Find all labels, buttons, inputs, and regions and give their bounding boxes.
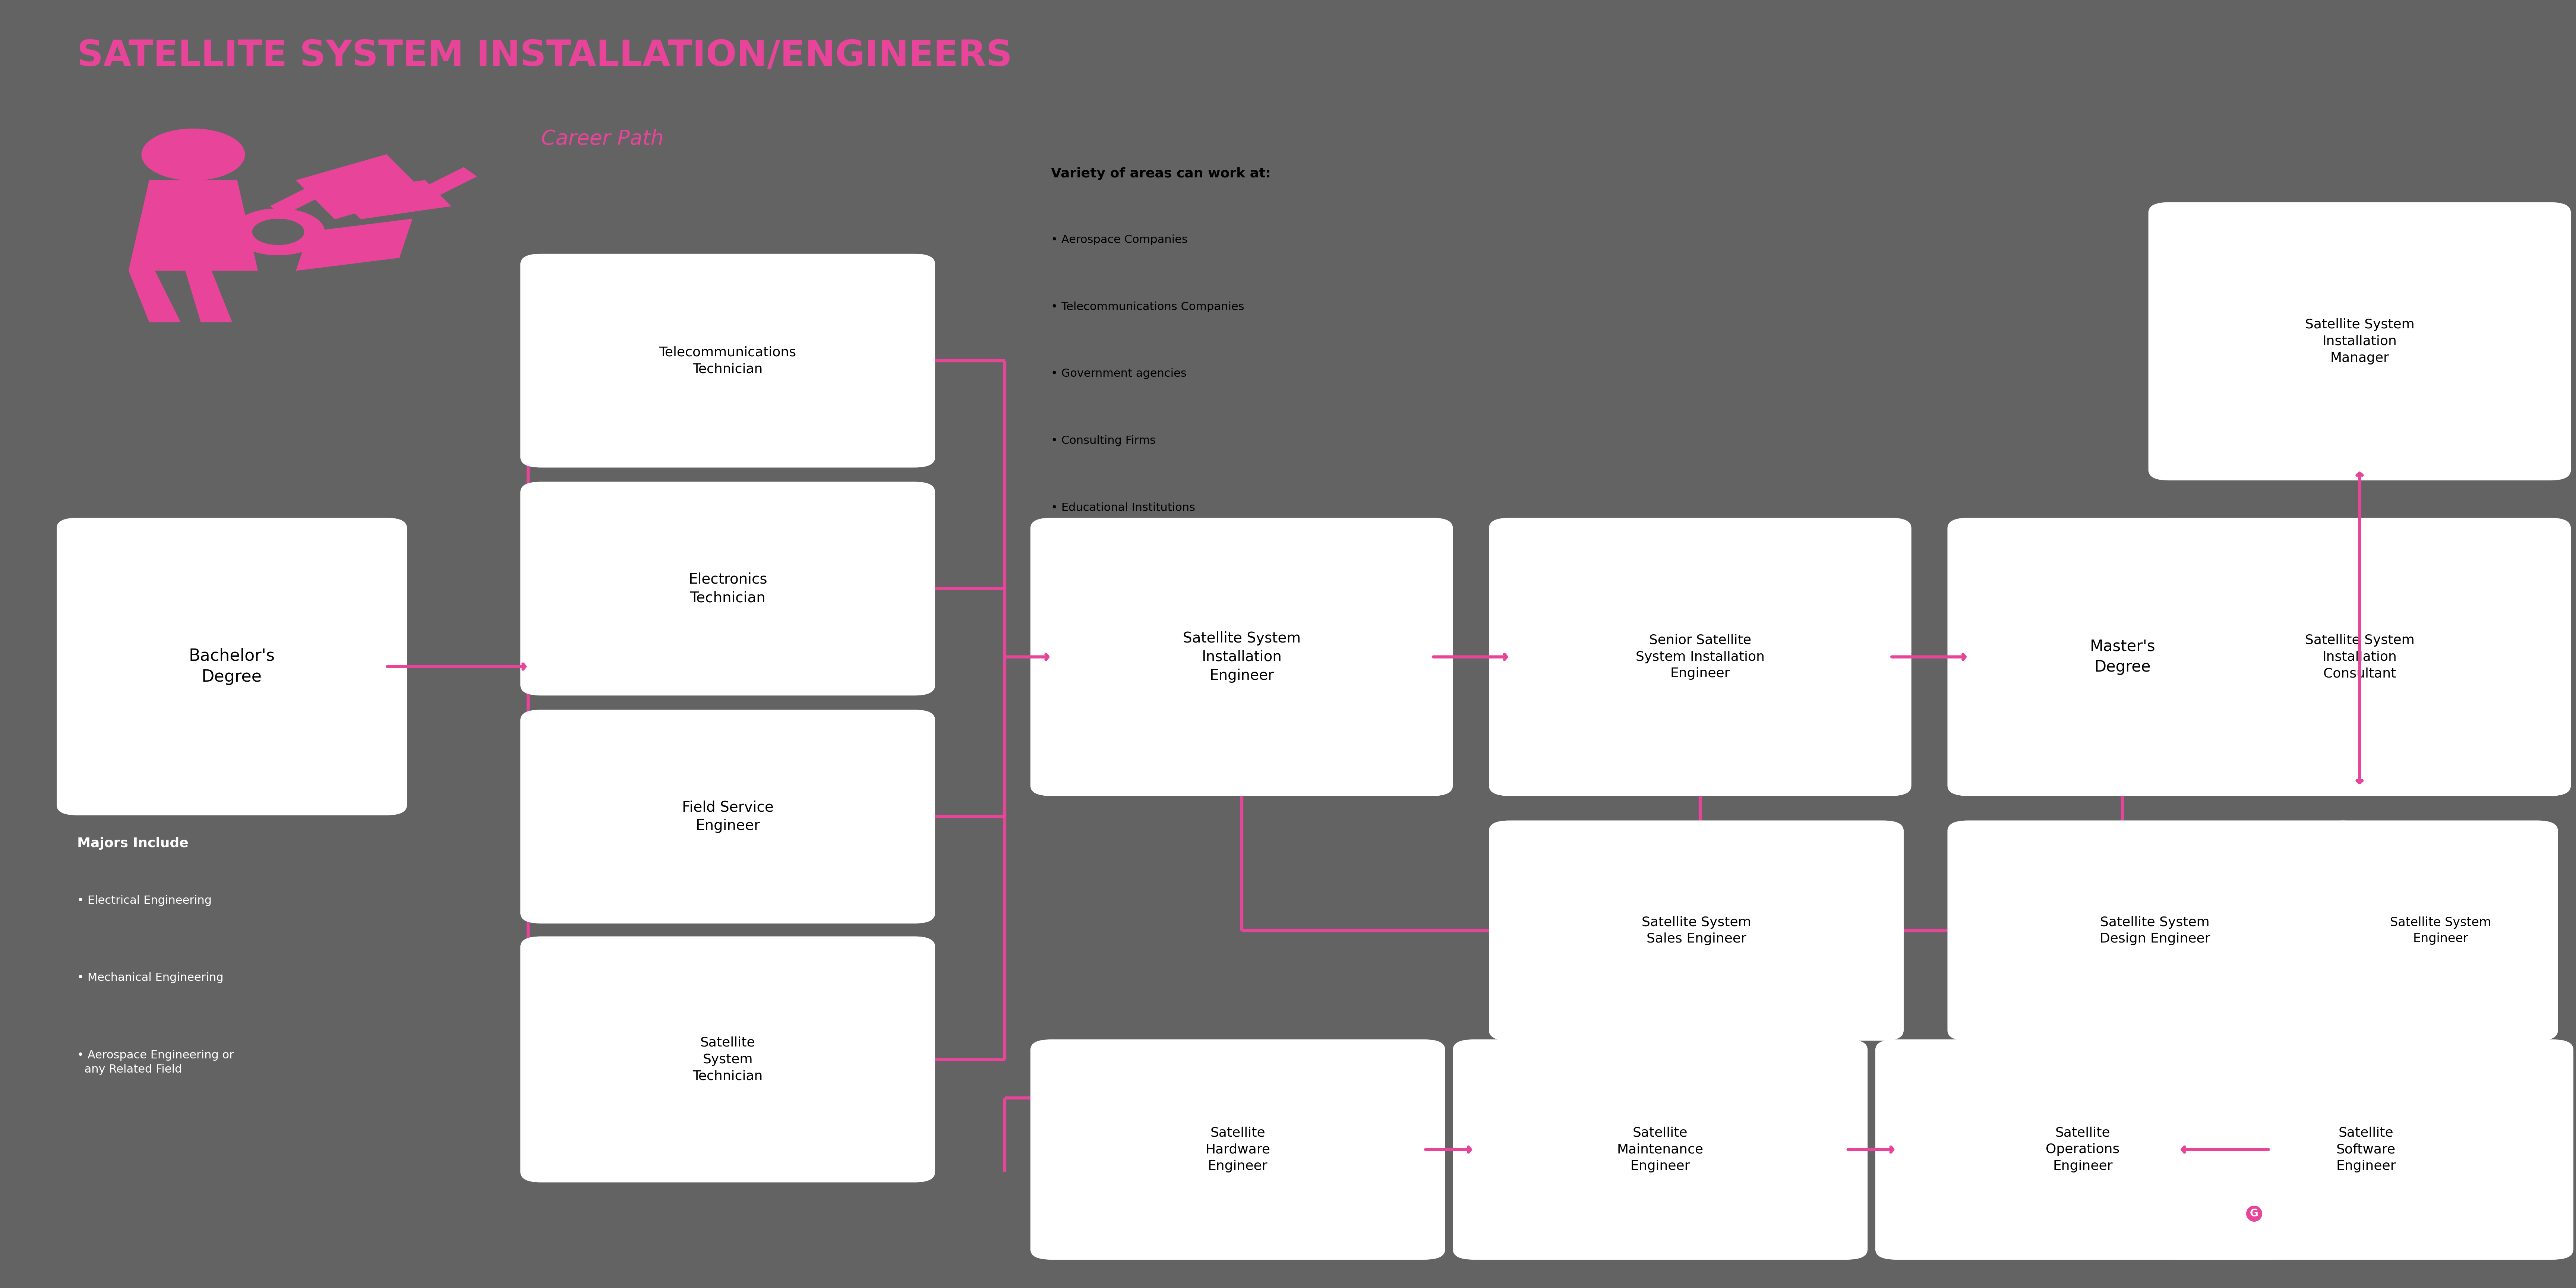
Text: Telecommunications
Technician: Telecommunications Technician <box>659 346 796 375</box>
Text: Satellite System
Installation
Engineer: Satellite System Installation Engineer <box>1182 631 1301 683</box>
Text: Bachelor's
Degree: Bachelor's Degree <box>188 648 276 685</box>
FancyBboxPatch shape <box>520 254 935 468</box>
Polygon shape <box>185 270 232 322</box>
Text: • Consulting Firms: • Consulting Firms <box>1051 435 1157 446</box>
FancyBboxPatch shape <box>2159 1039 2573 1260</box>
FancyBboxPatch shape <box>1947 518 2298 796</box>
Polygon shape <box>129 270 180 322</box>
Text: Career Path: Career Path <box>541 129 665 148</box>
Text: Satellite System
Sales Engineer: Satellite System Sales Engineer <box>1641 916 1752 945</box>
FancyBboxPatch shape <box>520 482 935 696</box>
Text: • Educational Institutions: • Educational Institutions <box>1051 502 1195 513</box>
Text: • Telecommunications Companies: • Telecommunications Companies <box>1051 301 1244 312</box>
FancyBboxPatch shape <box>57 518 407 815</box>
Text: SATELLITE SYSTEM INSTALLATION/ENGINEERS: SATELLITE SYSTEM INSTALLATION/ENGINEERS <box>77 39 1012 73</box>
FancyBboxPatch shape <box>2148 202 2571 480</box>
Circle shape <box>252 219 304 245</box>
Text: GLADEO: GLADEO <box>2303 1207 2473 1243</box>
Text: Satellite System
Installation
Manager: Satellite System Installation Manager <box>2306 318 2414 365</box>
Text: Majors Include: Majors Include <box>77 837 188 850</box>
FancyBboxPatch shape <box>1489 518 1911 796</box>
Polygon shape <box>335 180 451 219</box>
Text: Satellite
Hardware
Engineer: Satellite Hardware Engineer <box>1206 1127 1270 1172</box>
Text: Satellite
System
Technician: Satellite System Technician <box>693 1037 762 1082</box>
Polygon shape <box>425 167 477 196</box>
FancyBboxPatch shape <box>1489 820 1904 1041</box>
Polygon shape <box>296 155 425 219</box>
FancyBboxPatch shape <box>1875 1039 2290 1260</box>
FancyBboxPatch shape <box>1030 1039 1445 1260</box>
Text: Satellite System
Installation
Consultant: Satellite System Installation Consultant <box>2306 634 2414 680</box>
Text: • Mechanical Engineering: • Mechanical Engineering <box>77 972 224 983</box>
FancyBboxPatch shape <box>2324 820 2558 1041</box>
Text: Variety of areas can work at:: Variety of areas can work at: <box>1051 167 1270 180</box>
Polygon shape <box>270 187 322 215</box>
FancyBboxPatch shape <box>520 936 935 1182</box>
Text: Satellite
Operations
Engineer: Satellite Operations Engineer <box>2045 1127 2120 1172</box>
Text: • Government agencies: • Government agencies <box>1051 368 1188 379</box>
Text: • Aerospace Engineering or
  any Related Field: • Aerospace Engineering or any Related F… <box>77 1050 234 1074</box>
Polygon shape <box>296 219 412 270</box>
Circle shape <box>142 129 245 180</box>
Text: Senior Satellite
System Installation
Engineer: Senior Satellite System Installation Eng… <box>1636 634 1765 680</box>
FancyBboxPatch shape <box>520 710 935 923</box>
Text: Field Service
Engineer: Field Service Engineer <box>683 800 773 833</box>
Circle shape <box>232 209 325 255</box>
Text: Electronics
Technician: Electronics Technician <box>688 572 768 605</box>
Text: Satellite System
Design Engineer: Satellite System Design Engineer <box>2099 916 2210 945</box>
FancyBboxPatch shape <box>1030 518 1453 796</box>
FancyBboxPatch shape <box>64 97 528 393</box>
FancyBboxPatch shape <box>1453 1039 1868 1260</box>
Text: Satellite System
Engineer: Satellite System Engineer <box>2391 916 2491 945</box>
Text: Master's
Degree: Master's Degree <box>2089 639 2156 675</box>
FancyBboxPatch shape <box>1947 820 2362 1041</box>
Text: G: G <box>2249 1208 2259 1218</box>
Text: • Aerospace Companies: • Aerospace Companies <box>1051 234 1188 245</box>
Polygon shape <box>129 180 258 270</box>
FancyBboxPatch shape <box>2148 518 2571 796</box>
Text: Satellite
Software
Engineer: Satellite Software Engineer <box>2336 1127 2396 1172</box>
Text: • Electrical Engineering: • Electrical Engineering <box>77 895 211 905</box>
Text: Satellite
Maintenance
Engineer: Satellite Maintenance Engineer <box>1618 1127 1703 1172</box>
